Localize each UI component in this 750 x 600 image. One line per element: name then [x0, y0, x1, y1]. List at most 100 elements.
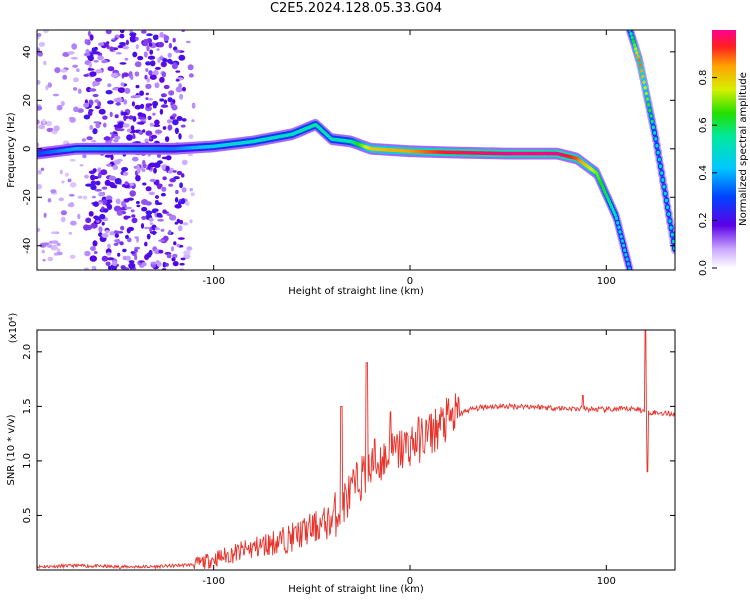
main-trace-core [626, 262, 630, 266]
noise-blob [51, 231, 58, 234]
noise-blob [64, 172, 69, 177]
noise-blob [128, 71, 133, 77]
secondary-trace-core [636, 54, 640, 59]
secondary-trace-core [629, 32, 633, 36]
noise-blob [136, 204, 141, 208]
noise-blob [135, 175, 141, 182]
noise-blob [182, 222, 189, 226]
colorbar-tick-label: 0.8 [698, 70, 709, 86]
snr-frame [36, 329, 676, 571]
main-trace-core [619, 234, 623, 239]
noise-blob [132, 51, 138, 58]
noise-blob [113, 124, 121, 128]
noise-blob [117, 45, 124, 49]
secondary-trace-core [671, 239, 675, 244]
noise-blob [168, 183, 174, 187]
noise-blob [45, 120, 53, 127]
noise-blob [155, 179, 160, 185]
noise-blob [67, 178, 72, 183]
noise-blob [167, 52, 172, 58]
noise-blob [145, 92, 149, 96]
noise-blob [186, 246, 193, 251]
noise-blob [103, 122, 107, 128]
noise-blob [40, 167, 45, 171]
colorbar [712, 30, 736, 268]
noise-blob [107, 100, 114, 105]
noise-blob [77, 88, 82, 94]
noise-blob [109, 231, 115, 236]
colorbar-tick-label: 0.2 [698, 212, 709, 228]
noise-blob [37, 36, 40, 40]
noise-blob [146, 233, 151, 240]
noise-blob [141, 262, 147, 267]
snr-line [37, 330, 675, 570]
secondary-trace-core [658, 164, 663, 169]
noise-blob [165, 262, 169, 267]
noise-blob [101, 199, 107, 206]
noise-blob [181, 159, 188, 166]
noise-blob [83, 114, 91, 120]
noise-blob [101, 233, 109, 238]
noise-blob [152, 230, 156, 236]
noise-blob [148, 42, 153, 47]
snr-y-label: SNR (10 * v/v) [6, 414, 17, 485]
noise-blob [179, 219, 183, 225]
main-trace-core [620, 239, 625, 243]
noise-blob [142, 159, 146, 166]
noise-blob [115, 238, 121, 244]
noise-blob [152, 34, 158, 41]
noise-blob [45, 85, 49, 91]
noise-blob [130, 209, 135, 213]
noise-blob [135, 36, 139, 41]
noise-blob [37, 106, 43, 111]
noise-blob [189, 187, 193, 192]
noise-blob [124, 181, 129, 186]
noise-blob [148, 162, 156, 168]
secondary-trace-core [654, 137, 658, 141]
noise-blob [189, 219, 193, 224]
secondary-trace-core [660, 171, 664, 175]
noise-blob [175, 189, 179, 195]
noise-blob [149, 60, 156, 67]
noise-blob [123, 198, 130, 203]
noise-blob [83, 195, 88, 200]
noise-blob [92, 168, 97, 173]
noise-blob [117, 252, 121, 257]
noise-blob [87, 30, 91, 37]
noise-blob [91, 195, 96, 199]
noise-blob [113, 230, 119, 234]
noise-blob [153, 124, 161, 127]
noise-blob [178, 133, 182, 140]
secondary-trace-core [643, 86, 647, 90]
noise-blob [114, 233, 120, 238]
noise-blob [106, 44, 110, 50]
noise-blob [47, 256, 54, 262]
noise-blob [155, 202, 163, 206]
noise-blob [110, 184, 117, 189]
noise-blob [37, 119, 40, 125]
noise-blob [146, 77, 150, 83]
noise-blob [145, 103, 151, 108]
noise-blob [92, 240, 98, 247]
noise-blob [84, 267, 89, 270]
secondary-trace-core [663, 191, 667, 196]
noise-blob [179, 182, 184, 189]
noise-blob [171, 257, 176, 262]
noise-blob [123, 99, 128, 105]
noise-blob [127, 237, 132, 243]
secondary-trace-core [635, 50, 639, 55]
main-trace-core [609, 202, 613, 207]
noise-blob [175, 70, 181, 73]
noise-blob [69, 182, 77, 188]
noise-blob [91, 140, 97, 143]
noise-blob [69, 254, 76, 259]
colorbar-tick-label: 0.6 [698, 117, 709, 133]
heatmap-frame [36, 29, 676, 271]
noise-blob [158, 239, 166, 242]
noise-blob [134, 61, 142, 68]
noise-blob [93, 59, 99, 63]
noise-blob [166, 253, 172, 259]
noise-blob [89, 255, 98, 262]
noise-blob [141, 42, 148, 45]
noise-blob [98, 226, 103, 233]
